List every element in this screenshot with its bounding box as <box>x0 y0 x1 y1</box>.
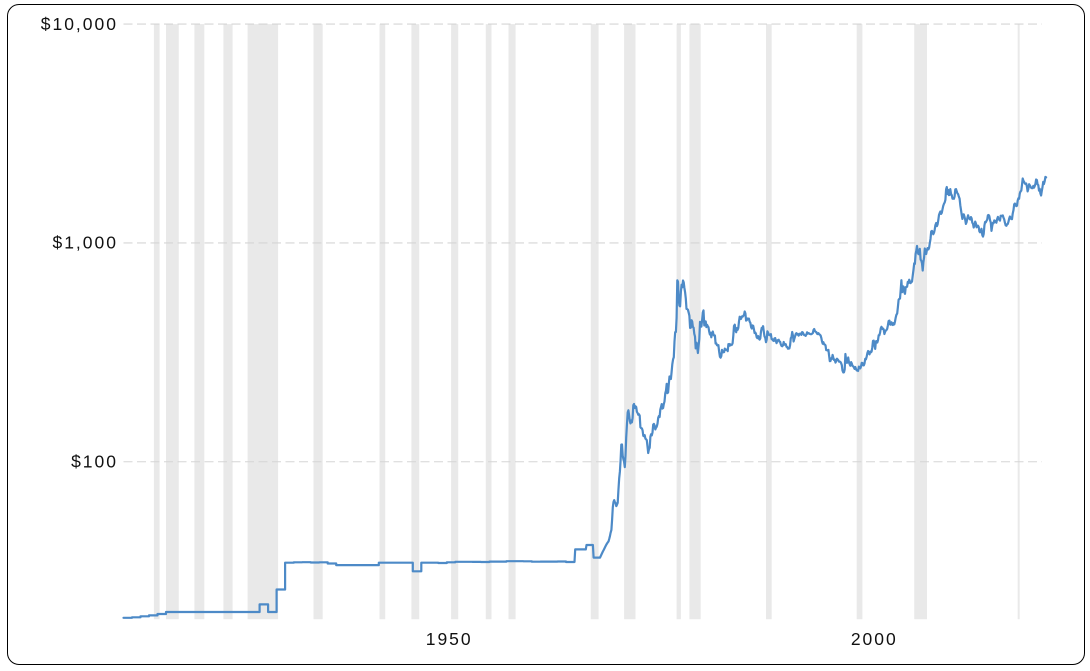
svg-text:1950: 1950 <box>426 629 473 649</box>
svg-text:2000: 2000 <box>851 629 898 649</box>
svg-text:$10,000: $10,000 <box>41 14 118 34</box>
svg-text:$1,000: $1,000 <box>52 233 118 253</box>
svg-text:$100: $100 <box>71 452 118 472</box>
